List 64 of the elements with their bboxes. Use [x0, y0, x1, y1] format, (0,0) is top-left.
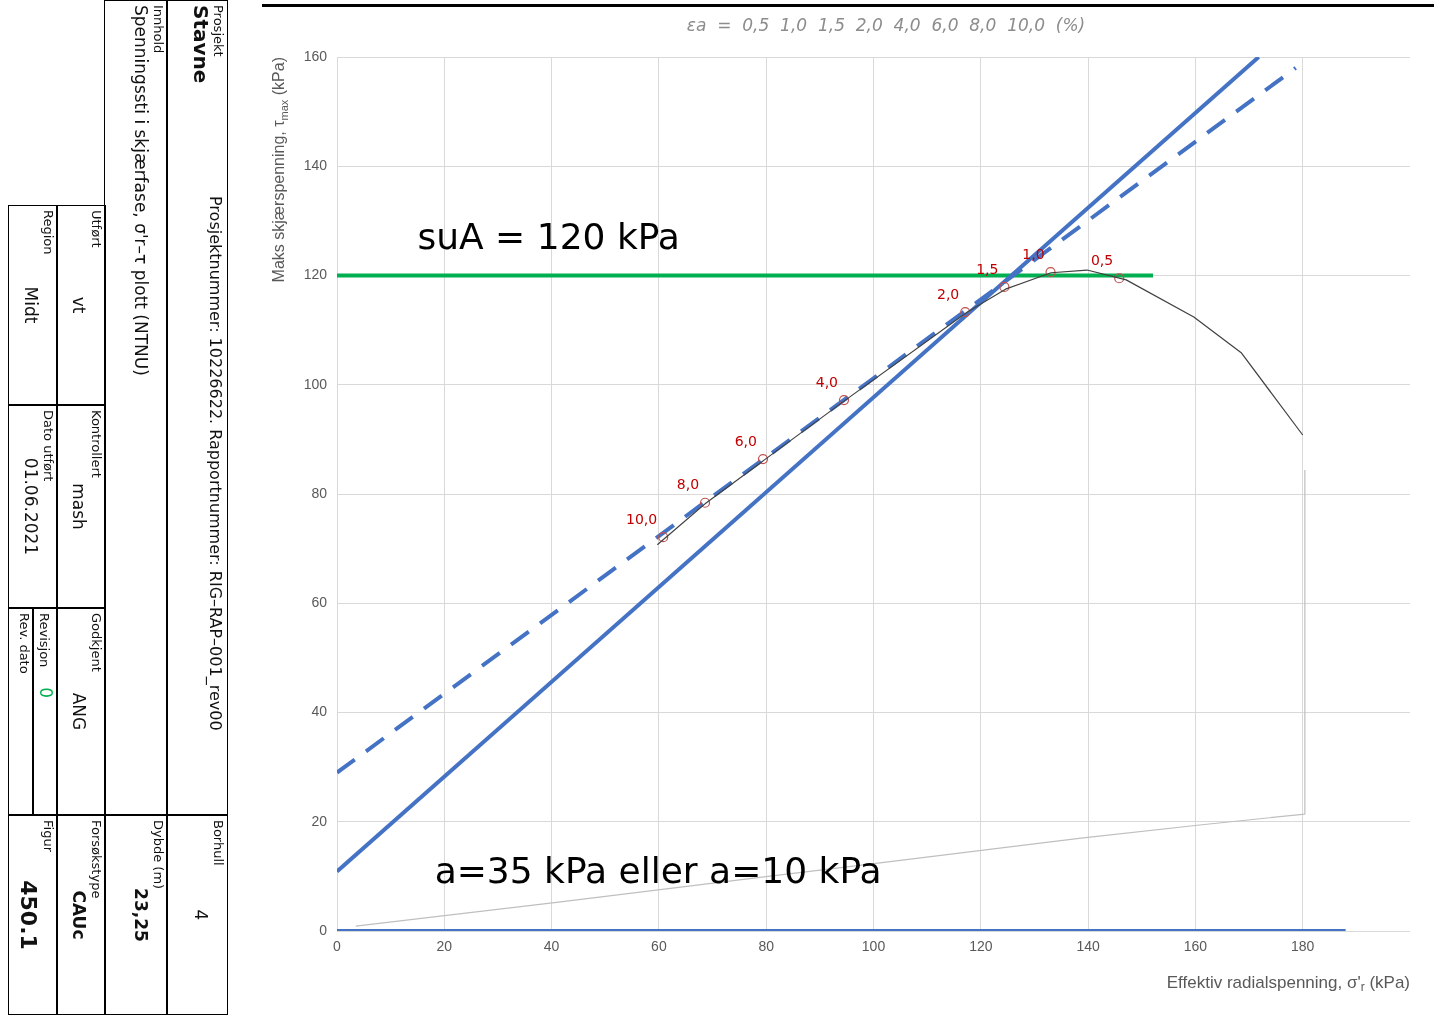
annotation: 0,5	[1090, 251, 1114, 268]
point	[699, 497, 711, 508]
x-tick-label: 100	[861, 938, 886, 955]
x-tick-label: 160	[1183, 938, 1208, 955]
text: Prosjektnummer: 10226622. Rapportnummer: RIG–RAP–001_rev00	[206, 196, 225, 731]
annotation: 1,0	[1022, 245, 1045, 262]
text: Prosjekt	[211, 5, 226, 57]
text: Dybde (m)	[151, 820, 166, 892]
y-tick-label: 140	[303, 157, 328, 174]
point	[658, 532, 669, 543]
x-tick-label: 180	[1291, 938, 1315, 955]
text: Revisjon	[37, 613, 52, 668]
text: Utført	[89, 210, 104, 250]
text: Kontrollert	[89, 410, 104, 480]
x-tick-label: 120	[969, 938, 993, 955]
text: Rev. dato	[17, 613, 32, 676]
text: 4	[191, 908, 211, 923]
point	[999, 281, 1010, 293]
text: Midt	[21, 285, 41, 326]
x-tick-label: 60	[651, 938, 667, 955]
text: Region	[41, 210, 56, 257]
x-tick-label: 140	[1076, 938, 1100, 955]
text: Figur	[41, 820, 56, 854]
text: Dato utført	[41, 410, 56, 484]
y-tick-label: 40	[311, 703, 328, 720]
text: 01.06.2021	[21, 456, 41, 558]
text: 23,25	[131, 887, 151, 944]
y-tick-label: 0	[319, 921, 328, 938]
annotation: 10,0	[626, 510, 658, 527]
point	[1045, 267, 1056, 278]
x-tick-label: 20	[436, 938, 453, 955]
annotation: a=35 kPa eller a=10 kPa	[434, 849, 882, 891]
annotation: 1,5	[976, 260, 999, 277]
annotation: 4,0	[815, 373, 838, 390]
text: Godkjent	[89, 613, 104, 674]
text: ANG	[69, 691, 89, 733]
x-tick-label: 0	[333, 938, 342, 955]
annotation: 6,0	[734, 432, 757, 449]
x-tick-label: 80	[758, 938, 775, 955]
point	[838, 394, 850, 406]
y-tick-label: 120	[303, 266, 328, 283]
point	[960, 307, 971, 318]
annotation: suA = 120 kPa	[417, 215, 680, 257]
y-axis-title: Maks skjærspenning, τmax (kPa)	[270, 57, 290, 283]
text: vt	[69, 295, 89, 316]
annotation: 8,0	[676, 476, 700, 493]
point	[1114, 273, 1125, 284]
text: Innhold	[151, 5, 166, 56]
y-tick-label: 80	[311, 484, 328, 501]
text: 0	[36, 687, 56, 699]
annotation: 2,0	[936, 285, 960, 302]
chart-subtitle: εa = 0,5 1,0 1,5 2,0 4,0 6,0 8,0 10,0 (%)	[686, 15, 1086, 36]
text: Borhull	[211, 820, 226, 868]
text: mash	[69, 482, 89, 532]
text: 450.1	[16, 879, 41, 952]
y-tick-label: 20	[311, 812, 328, 829]
text: Spenningssti i skjærfase, σ'r–τ plott (NTNU)	[131, 5, 151, 378]
y-tick-label: 100	[303, 375, 328, 392]
text: Forsøkstype	[89, 820, 104, 901]
y-tick-label: 160	[303, 47, 328, 64]
x-tick-label: 40	[543, 938, 560, 955]
point	[757, 453, 769, 465]
text: CAUc	[69, 889, 89, 942]
y-tick-label: 60	[311, 594, 328, 611]
